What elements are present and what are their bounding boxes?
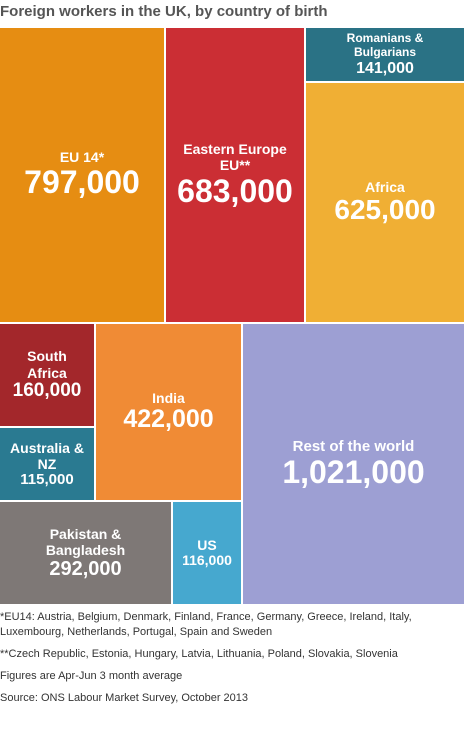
tile-label: Australia & NZ	[10, 439, 84, 472]
tile-value: 625,000	[334, 194, 436, 226]
tile-value: 683,000	[177, 172, 293, 209]
tile-value: 1,021,000	[282, 454, 425, 491]
footnote-eastern-europe: **Czech Republic, Estonia, Hungary, Latv…	[0, 648, 398, 660]
tile-eu-14: EU 14* 797,000	[0, 28, 164, 322]
tile-value: 141,000	[356, 59, 414, 77]
tile-label: Pakistan & Bangladesh	[45, 525, 126, 558]
tile-label: Eastern Europe EU**	[183, 141, 287, 174]
tile-label: India	[152, 390, 185, 407]
tile-eastern-europe-eu: Eastern Europe EU** 683,000	[166, 28, 304, 322]
treemap: EU 14* 797,000 Eastern Europe EU** 683,000 R…	[0, 28, 464, 604]
tile-value: 797,000	[24, 164, 140, 201]
tile-value: 116,000	[182, 552, 232, 569]
tile-label: Romanians & Bulgarians	[346, 30, 424, 59]
tile-rest-of-the-world: Rest of the world 1,021,000	[243, 324, 464, 604]
tile-india: India 422,000	[96, 324, 241, 500]
tile-africa: Africa 625,000	[306, 83, 464, 322]
tile-label: US	[197, 537, 217, 554]
tile-value: 115,000	[20, 470, 74, 488]
tile-south-africa: South Africa 160,000	[0, 324, 94, 426]
tile-label: Rest of the world	[292, 437, 415, 455]
tile-value: 160,000	[12, 379, 82, 401]
tile-us: US 116,000	[173, 502, 241, 604]
footnotes: *EU14: Austria, Belgium, Denmark, Finlan…	[0, 610, 464, 713]
footnote-source: Source: ONS Labour Market Survey, Octobe…	[0, 692, 249, 704]
footnote-eu14: *EU14: Austria, Belgium, Denmark, Finlan…	[0, 611, 412, 638]
tile-label: South Africa	[27, 348, 67, 381]
tile-romanians-and-bulgarians: Romanians & Bulgarians 141,000	[306, 28, 464, 81]
tile-label: EU 14*	[59, 149, 105, 166]
tile-pakistan-and-bangladesh: Pakistan & Bangladesh 292,000	[0, 502, 171, 604]
footnote-period: Figures are Apr-Jun 3 month average	[0, 670, 183, 682]
chart-title: Foreign workers in the UK, by country of…	[0, 3, 328, 20]
tile-label: Africa	[365, 179, 405, 196]
tile-value: 422,000	[123, 405, 214, 434]
tile-australia-and-nz: Australia & NZ 115,000	[0, 428, 94, 500]
tile-value: 292,000	[49, 558, 122, 581]
